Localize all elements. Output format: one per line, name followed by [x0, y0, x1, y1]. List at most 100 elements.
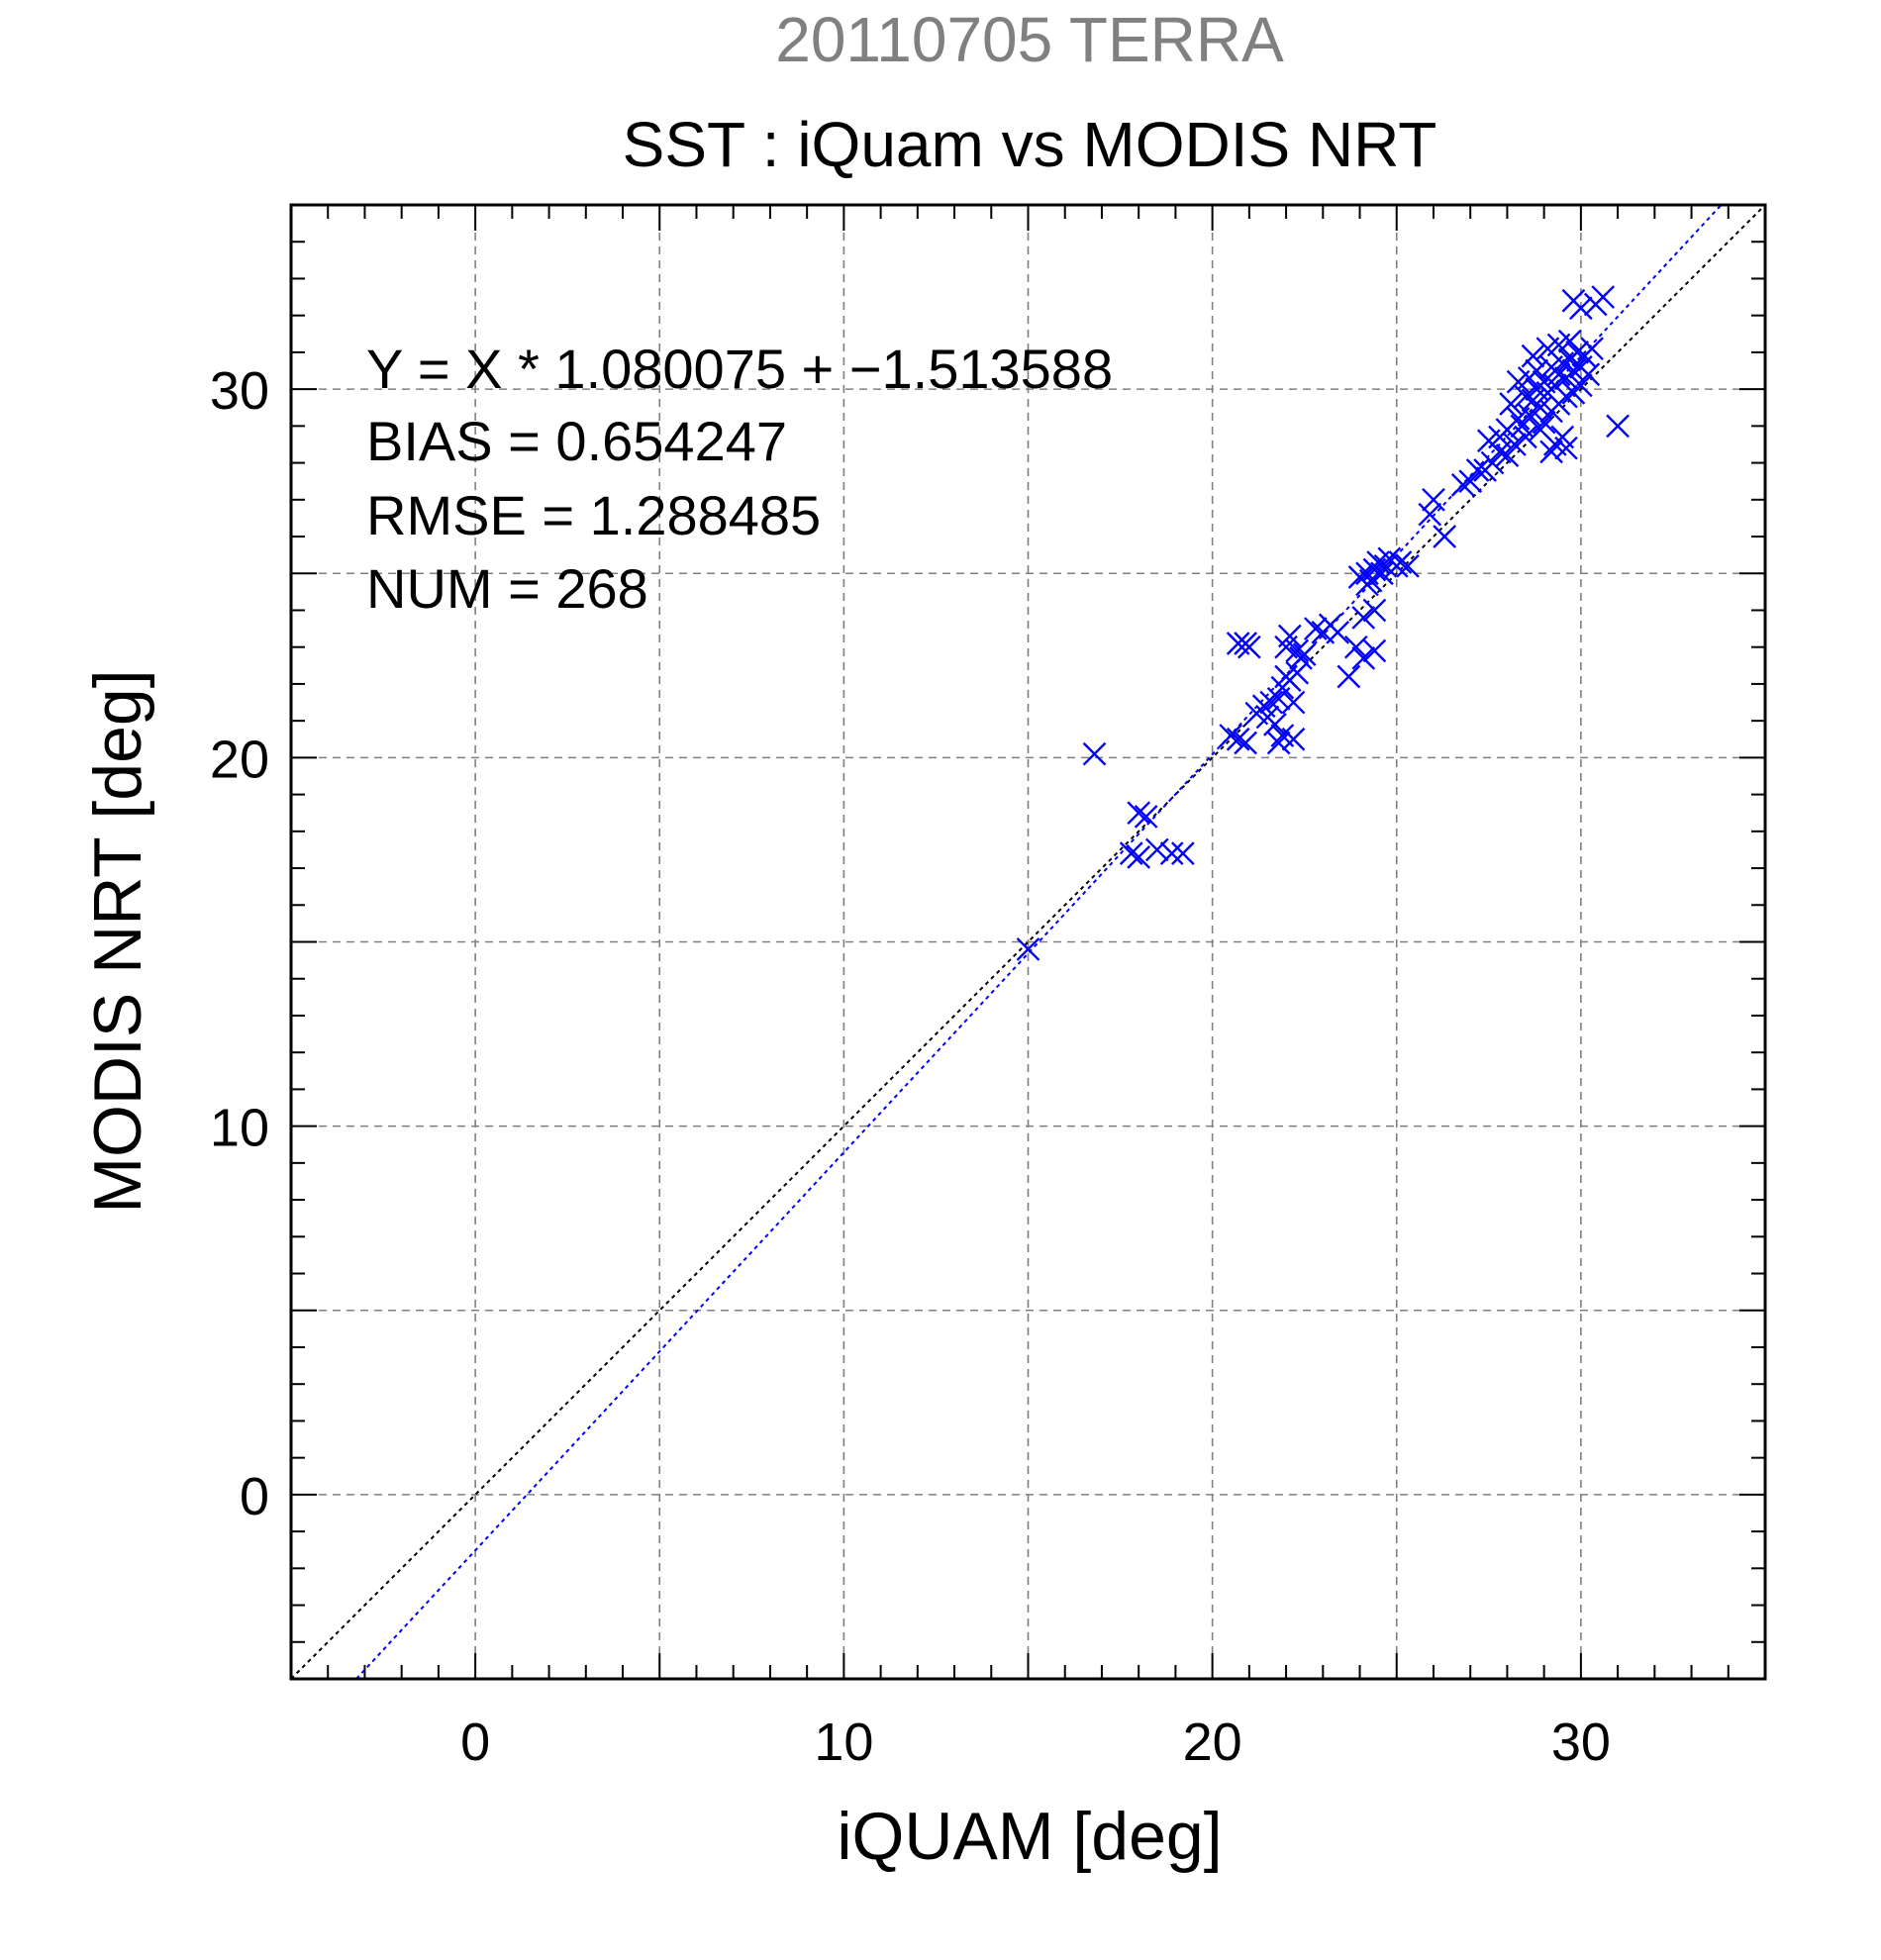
data-point-stroke	[1532, 369, 1556, 394]
data-point	[1480, 450, 1505, 475]
data-point	[1506, 369, 1531, 394]
data-point-stroke	[1554, 436, 1578, 460]
data-point-stroke	[1529, 418, 1552, 441]
data-point-stroke	[1458, 469, 1483, 494]
data-point	[1495, 443, 1520, 467]
data-point-stroke	[1433, 525, 1456, 548]
grid-lines	[291, 205, 1765, 1679]
data-point-stroke	[1569, 296, 1593, 321]
data-point-stroke	[1550, 425, 1575, 449]
data-point	[1292, 642, 1317, 666]
data-point-stroke	[1550, 351, 1575, 375]
fit-line	[355, 204, 1723, 1680]
data-point-stroke	[1554, 384, 1578, 409]
y-tick-label: 30	[210, 361, 269, 421]
data-point	[1016, 937, 1040, 961]
data-point-stroke	[1277, 624, 1302, 648]
data-point	[1525, 358, 1549, 383]
data-point	[1263, 713, 1287, 736]
x-tick-label: 0	[460, 1713, 490, 1772]
data-point	[1517, 403, 1541, 428]
data-point-stroke	[1326, 620, 1350, 644]
data-point	[1238, 635, 1261, 659]
data-point-stroke	[1343, 635, 1368, 659]
data-point-stroke	[1557, 329, 1582, 353]
data-point	[1465, 458, 1490, 482]
data-point	[1259, 690, 1284, 715]
data-point-stroke	[1336, 664, 1361, 689]
y-tick-label: 0	[240, 1467, 269, 1526]
data-point-stroke	[1292, 642, 1317, 666]
data-point-stroke	[1159, 841, 1184, 866]
data-point	[1514, 384, 1537, 409]
data-point-stroke	[1396, 553, 1420, 578]
data-point-stroke	[1480, 450, 1505, 475]
num-text: NUM = 268	[366, 557, 648, 620]
data-point	[1134, 805, 1158, 829]
stats-annotations: Y = X * 1.080075 + −1.513588 BIAS = 0.65…	[366, 338, 1113, 620]
data-point-stroke	[1580, 337, 1604, 361]
data-point	[1285, 638, 1310, 663]
data-point	[1285, 660, 1310, 685]
data-point	[1234, 731, 1257, 755]
data-point	[1219, 724, 1243, 747]
data-point-stroke	[1591, 285, 1616, 309]
data-point-stroke	[1465, 458, 1490, 482]
data-point-stroke	[1510, 414, 1534, 439]
data-point-stroke	[1506, 369, 1531, 394]
data-point	[1266, 731, 1291, 755]
data-point	[1554, 384, 1578, 409]
data-point-stroke	[1304, 617, 1328, 640]
chart-subtitle: 20110705 TERRA	[775, 4, 1284, 75]
data-point	[1127, 845, 1151, 869]
data-point-stroke	[1351, 606, 1376, 630]
data-point-stroke	[1281, 727, 1306, 751]
data-point	[1373, 553, 1398, 578]
data-point-stroke	[1119, 841, 1143, 866]
data-point	[1336, 664, 1361, 689]
data-point-stroke	[1355, 572, 1379, 597]
data-point-stroke	[1418, 502, 1442, 527]
chart-title: SST : iQuam vs MODIS NRT	[623, 109, 1437, 180]
data-point	[1499, 392, 1523, 416]
data-point	[1362, 598, 1387, 623]
data-point-stroke	[1016, 937, 1040, 961]
data-point	[1561, 358, 1586, 383]
data-point	[1418, 502, 1442, 527]
data-point	[1144, 837, 1169, 862]
data-point	[1503, 433, 1527, 456]
data-point	[1281, 690, 1306, 715]
data-points	[1016, 285, 1630, 961]
data-point-stroke	[1134, 805, 1158, 829]
data-point	[1458, 469, 1483, 494]
data-point	[1565, 341, 1590, 364]
data-point-stroke	[1576, 362, 1601, 387]
data-point	[1569, 296, 1593, 321]
data-point-stroke	[1226, 632, 1250, 655]
data-point	[1159, 841, 1184, 866]
data-point	[1170, 841, 1195, 866]
data-point	[1554, 436, 1578, 460]
data-point-stroke	[1565, 341, 1590, 364]
data-point-stroke	[1082, 741, 1107, 766]
plot-frame	[289, 203, 1767, 1681]
data-point-stroke	[1499, 392, 1523, 416]
data-point	[1422, 487, 1445, 512]
rmse-text: RMSE = 1.288485	[366, 484, 821, 546]
data-point-stroke	[1285, 638, 1310, 663]
data-point-stroke	[1373, 553, 1398, 578]
x-tick-label: 20	[1183, 1713, 1242, 1772]
data-point-stroke	[1281, 690, 1306, 715]
data-point	[1226, 727, 1250, 751]
data-point-stroke	[1238, 635, 1261, 659]
data-point	[1304, 617, 1328, 640]
data-point-stroke	[1532, 410, 1556, 435]
data-point-stroke	[1362, 598, 1387, 623]
data-point	[1606, 414, 1630, 439]
data-point	[1127, 801, 1151, 826]
data-point	[1569, 373, 1593, 398]
data-point	[1362, 638, 1387, 663]
data-point	[1370, 561, 1394, 586]
data-point-stroke	[1351, 646, 1376, 670]
